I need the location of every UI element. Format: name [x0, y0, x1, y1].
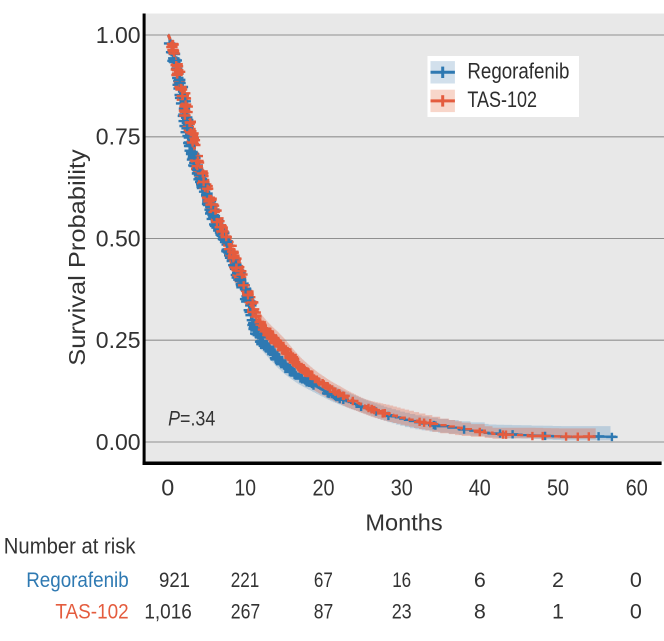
svg-text:8: 8: [474, 600, 486, 624]
svg-text:Number at risk: Number at risk: [4, 533, 136, 558]
svg-text:0.25: 0.25: [96, 327, 141, 353]
svg-text:0: 0: [630, 600, 642, 624]
svg-text:23: 23: [392, 600, 412, 624]
svg-text:10: 10: [235, 475, 257, 501]
svg-text:67: 67: [314, 568, 333, 592]
svg-text:0.75: 0.75: [96, 124, 141, 150]
svg-text:0.00: 0.00: [96, 429, 141, 455]
svg-text:Survival Probability: Survival Probability: [64, 149, 90, 366]
svg-text:221: 221: [231, 568, 260, 592]
svg-text:Months: Months: [365, 509, 442, 535]
svg-text:50: 50: [547, 475, 569, 501]
svg-text:30: 30: [391, 475, 413, 501]
svg-text:16: 16: [392, 568, 411, 592]
svg-text:6: 6: [474, 568, 486, 592]
svg-text:Regorafenib: Regorafenib: [467, 59, 569, 84]
svg-text:1: 1: [552, 600, 564, 624]
svg-text:Regorafenib: Regorafenib: [26, 568, 129, 592]
svg-text:0: 0: [161, 475, 174, 501]
svg-text:0: 0: [630, 568, 642, 592]
svg-text:921: 921: [159, 568, 190, 592]
svg-text:TAS-102: TAS-102: [55, 600, 128, 624]
svg-text:TAS-102: TAS-102: [467, 87, 537, 112]
svg-text:20: 20: [313, 475, 335, 501]
svg-text:60: 60: [626, 475, 648, 501]
svg-text:267: 267: [231, 600, 261, 624]
svg-text:1,016: 1,016: [144, 600, 192, 624]
svg-text:40: 40: [469, 475, 491, 501]
svg-text:P=.34: P=.34: [168, 407, 215, 431]
svg-text:87: 87: [314, 600, 334, 624]
svg-text:0.50: 0.50: [96, 225, 141, 251]
svg-text:2: 2: [552, 568, 564, 592]
svg-text:1.00: 1.00: [96, 22, 141, 48]
